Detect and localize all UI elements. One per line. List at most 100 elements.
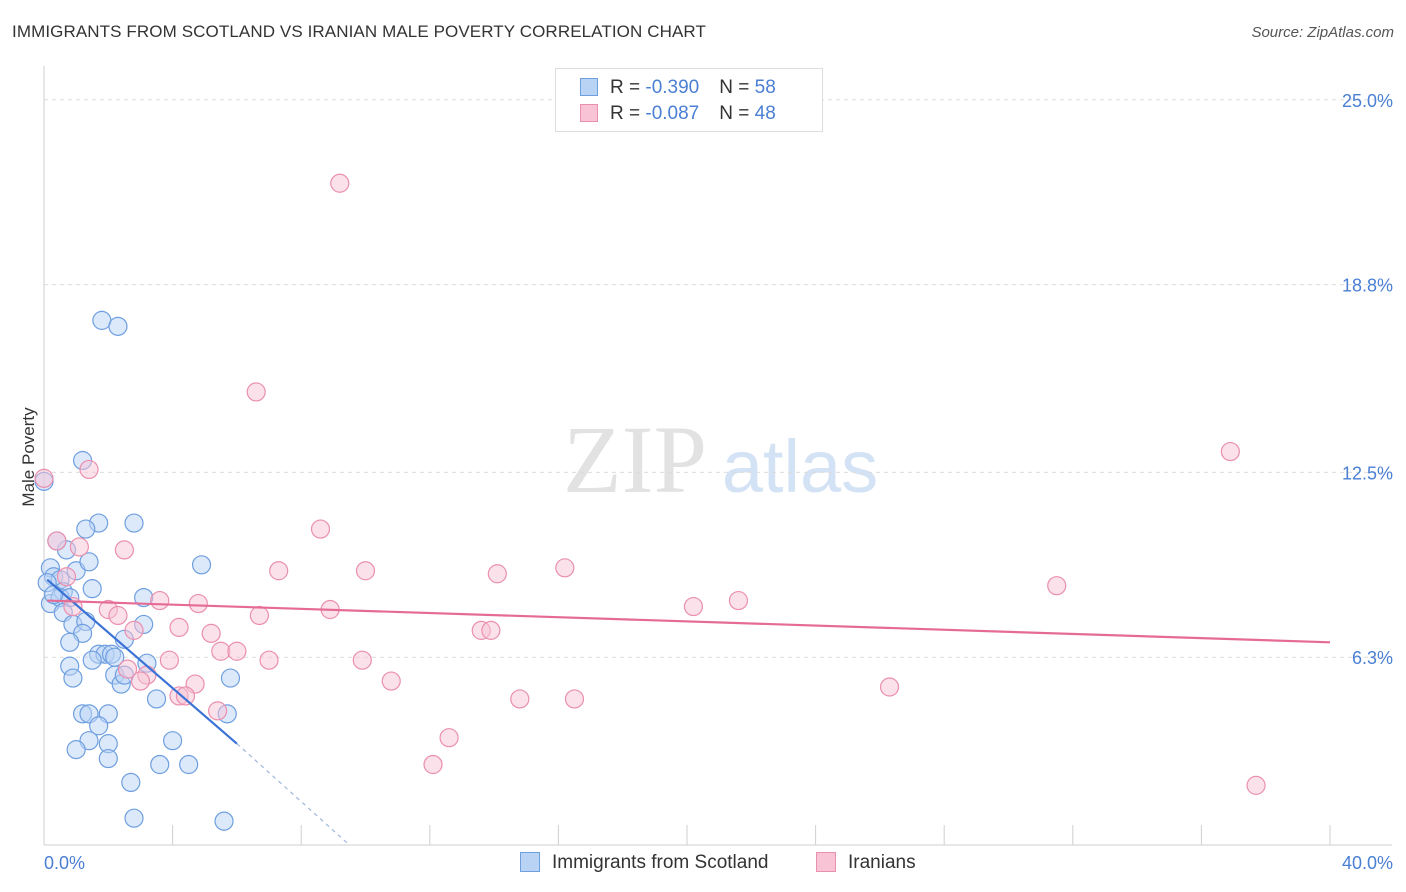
scotland-point-26	[60, 632, 80, 652]
iranians-point-42	[423, 754, 443, 775]
scotland-point-50	[150, 754, 170, 775]
iranians-point-9	[269, 561, 289, 581]
iranians-point-27	[211, 641, 231, 661]
iranians-point-7	[555, 558, 575, 578]
axes	[43, 66, 1392, 846]
iranians-point-28	[227, 641, 247, 661]
legend-n-label: N =	[719, 77, 755, 98]
legend-r-label: R =	[610, 103, 646, 124]
bottom-legend-label-iranians: Iranians	[848, 852, 916, 873]
iranians-point-11	[487, 564, 507, 584]
legend-swatch-scotland	[580, 78, 598, 96]
scotland-point-53	[124, 808, 144, 828]
iranians-point-30	[352, 650, 372, 670]
iranians-point-21	[249, 605, 270, 626]
scotland-point-32	[82, 650, 102, 670]
x-tick-label-max: 40.0%	[1342, 853, 1393, 873]
scotland-trend-extension	[236, 743, 350, 846]
iranians-point-20	[108, 605, 128, 626]
watermark-atlas: atlas	[722, 425, 878, 508]
bottom-legend: Immigrants from Scotland Iranians	[0, 852, 1406, 878]
x-tick-label-min: 0.0%	[44, 853, 85, 873]
iranians-point-6	[114, 540, 134, 560]
bottom-legend-swatch-iranians	[816, 852, 836, 872]
iranians-point-25	[481, 620, 501, 640]
iranians-point-12	[1047, 576, 1067, 596]
iranians-point-46	[159, 650, 179, 670]
iranians-point-44	[34, 468, 54, 488]
scotland-point-57	[146, 689, 167, 709]
bottom-legend-iranians: Iranians	[816, 852, 916, 874]
legend-r-value: -0.390	[645, 77, 700, 98]
iranians-point-39	[564, 689, 585, 709]
scotland-point-52	[121, 772, 141, 793]
scotland-point-21	[191, 555, 212, 575]
bottom-legend-label-scotland: Immigrants from Scotland	[552, 852, 769, 873]
scotland-point-18	[82, 579, 102, 599]
iranians-point-32	[130, 671, 151, 691]
iranians-point-0	[330, 173, 350, 193]
legend-n-label: N =	[719, 103, 755, 124]
iranians-point-8	[56, 567, 77, 587]
iranians-point-5	[47, 531, 67, 551]
iranians-point-40	[208, 701, 228, 721]
iranians-point-1	[246, 382, 266, 402]
iranians-point-29	[259, 650, 279, 670]
scotland-point-0	[92, 310, 112, 330]
scotland-point-47	[163, 731, 183, 751]
iranians-point-45	[69, 537, 89, 557]
iranians-point-26	[201, 623, 221, 643]
scotland-point-54	[214, 811, 234, 831]
iranians-point-43	[1246, 775, 1266, 795]
y-tick-label-2: 18.8%	[1342, 276, 1393, 296]
legend-swatch-iranians	[580, 104, 598, 122]
scotland-point-49	[98, 748, 118, 769]
watermark-zip: ZIP	[563, 406, 707, 513]
legend-n-value: 58	[754, 77, 776, 98]
legend: R = -0.390 N = 58 R = -0.087 N = 48	[555, 68, 823, 132]
bottom-legend-scotland: Immigrants from Scotland	[520, 852, 768, 874]
iranians-point-3	[1220, 441, 1240, 462]
iranians-point-16	[683, 596, 704, 617]
iranians-point-14	[188, 593, 208, 614]
legend-r-label: R =	[610, 77, 646, 98]
chart-title: IMMIGRANTS FROM SCOTLAND VS IRANIAN MALE…	[12, 22, 706, 41]
scotland-point-4	[76, 519, 96, 539]
y-tick-label-3: 25.0%	[1342, 91, 1393, 111]
y-tick-label-0: 6.3%	[1352, 648, 1393, 668]
iranians-point-37	[175, 686, 196, 706]
iranians-point-2	[79, 459, 99, 480]
iranians-point-4	[310, 519, 331, 539]
iranians-point-47	[117, 659, 138, 679]
scotland-trend-line	[46, 578, 238, 745]
iranians-point-38	[510, 689, 530, 709]
iranians-point-13	[150, 590, 170, 611]
axis-labels: 6.3% 12.5% 18.8% 25.0% 0.0% 40.0% Male Poverty	[19, 91, 1393, 873]
bottom-legend-swatch-scotland	[520, 852, 540, 872]
iranians-point-10	[355, 561, 376, 581]
scotland-point-35	[63, 668, 83, 688]
iranians-point-22	[169, 617, 189, 638]
scotland-point-39	[220, 668, 241, 688]
legend-row-scotland: R = -0.390 N = 58	[580, 77, 776, 101]
trend-lines	[46, 578, 1331, 846]
iranians-point-23	[124, 620, 144, 640]
scotland-point-14	[79, 552, 99, 572]
y-axis-title: Male Poverty	[19, 407, 38, 507]
iranians-trend-line	[47, 599, 1331, 644]
legend-r-value: -0.087	[645, 103, 700, 124]
scotland-point-48	[66, 740, 86, 760]
iranians-point-33	[381, 671, 401, 691]
iranians-point-35	[879, 677, 900, 697]
scotland-point-5	[124, 513, 144, 533]
scotland-point-44	[89, 716, 109, 736]
grid-lines	[44, 99, 1392, 658]
legend-row-iranians: R = -0.087 N = 48	[580, 103, 776, 127]
iranians-point-41	[439, 728, 459, 748]
iranians-point-15	[728, 590, 749, 611]
y-tick-label-1: 12.5%	[1342, 463, 1393, 483]
scotland-point-51	[179, 754, 199, 775]
legend-n-value: 48	[754, 103, 776, 124]
scotland-point-1	[108, 316, 128, 336]
